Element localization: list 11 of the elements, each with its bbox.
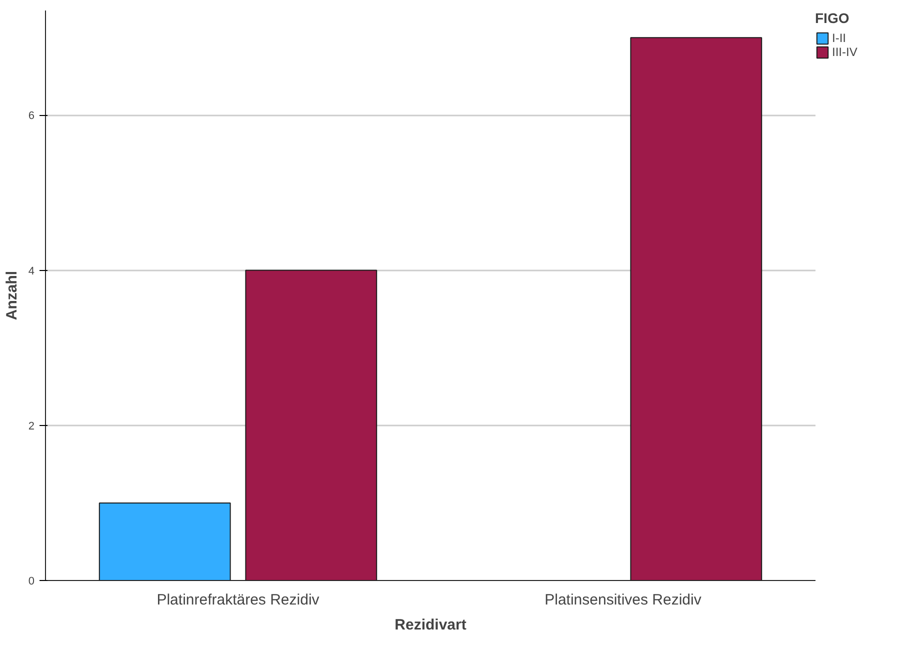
legend-title: FIGO	[815, 10, 850, 26]
x-axis-title: Rezidivart	[394, 616, 466, 634]
y-tick-label: 4	[28, 265, 35, 278]
y-tick-label: 2	[28, 420, 35, 432]
x-tick-label: Platinsensitives Rezidiv	[544, 592, 702, 608]
y-axis-title: Anzahl	[3, 270, 20, 320]
x-tick-label: Platinrefraktäres Rezidiv	[156, 592, 320, 608]
y-tick-label: 6	[28, 110, 35, 122]
legend-label: III-IV	[832, 45, 858, 59]
legend-label: I-II	[832, 31, 847, 45]
y-tick-label: 0	[28, 576, 35, 588]
